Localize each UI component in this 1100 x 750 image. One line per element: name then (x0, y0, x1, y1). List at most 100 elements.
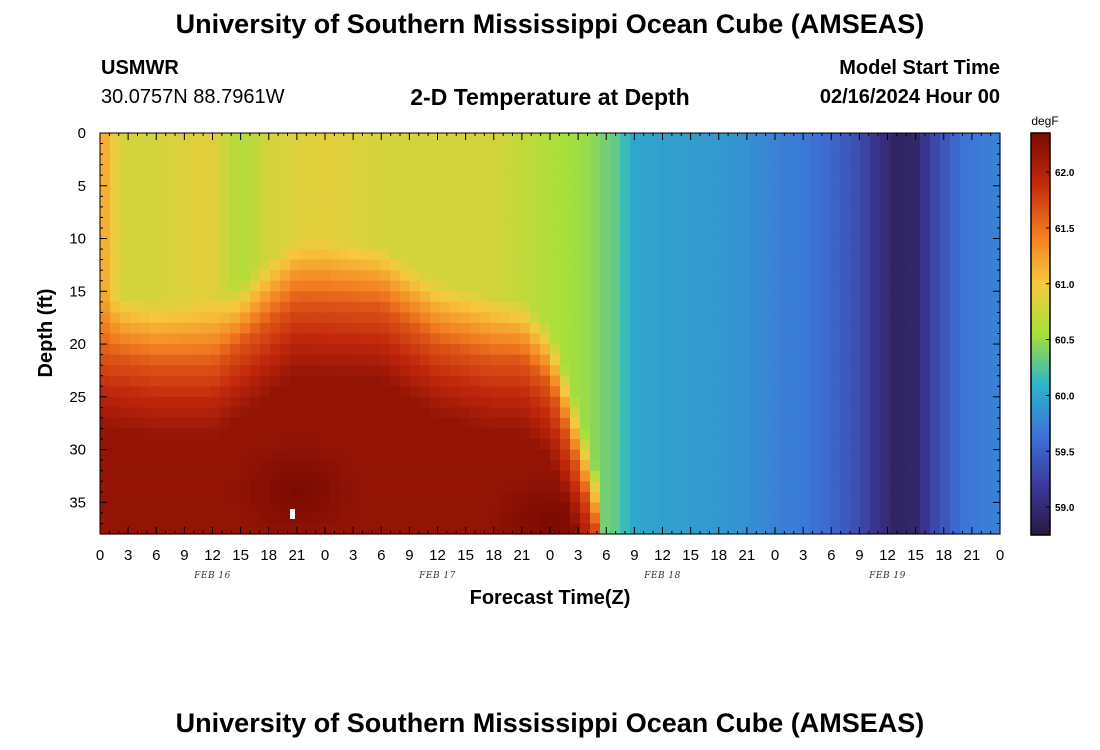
heatmap-cell (140, 491, 151, 503)
heatmap-cell (300, 449, 311, 461)
heatmap-cell (670, 270, 681, 282)
heatmap-cell (210, 439, 221, 451)
heatmap-cell (260, 238, 271, 250)
heatmap-cell (150, 491, 161, 503)
heatmap-cell (440, 280, 451, 292)
heatmap-cell (800, 175, 811, 187)
heatmap-cell (880, 249, 891, 261)
heatmap-cell (220, 175, 231, 187)
heatmap-cell (470, 470, 481, 482)
heatmap-cell (940, 523, 951, 535)
heatmap-cell (130, 417, 141, 430)
heatmap-cell (600, 481, 611, 493)
heatmap-cell (930, 133, 941, 145)
heatmap-cell (490, 460, 501, 472)
heatmap-cell (740, 407, 751, 419)
heatmap-cell (110, 143, 121, 155)
heatmap-cell (980, 396, 991, 408)
heatmap-cell (620, 439, 631, 451)
heatmap-cell (830, 175, 841, 187)
heatmap-cell (960, 396, 971, 408)
heatmap-cell (410, 428, 421, 440)
heatmap-cell (840, 259, 851, 271)
heatmap-cell (840, 301, 851, 313)
heatmap-cell (320, 185, 331, 197)
heatmap-cell (490, 175, 501, 187)
heatmap-cell (470, 344, 481, 356)
heatmap-cell (140, 143, 151, 155)
heatmap-cell (500, 280, 511, 292)
heatmap-cell (810, 481, 821, 493)
heatmap-cell (620, 354, 631, 366)
heatmap-cell (720, 143, 731, 155)
heatmap-cell (800, 365, 811, 377)
heatmap-cell (330, 227, 341, 240)
heatmap-cell (500, 481, 511, 493)
heatmap-cell (830, 344, 841, 356)
heatmap-cell (830, 133, 841, 145)
heatmap-cell (760, 238, 771, 250)
heatmap-cell (730, 375, 741, 387)
heatmap-cell (860, 439, 871, 451)
heatmap-cell (830, 217, 841, 229)
heatmap-cell (210, 270, 221, 282)
heatmap-cell (830, 322, 841, 335)
heatmap-cell (900, 375, 911, 387)
heatmap-cell (160, 407, 171, 419)
heatmap-cell (750, 481, 761, 493)
heatmap-cell (580, 407, 591, 419)
heatmap-cell (790, 460, 801, 472)
heatmap-cell (550, 439, 561, 451)
heatmap-cell (590, 143, 601, 155)
heatmap-cell (460, 217, 471, 229)
heatmap-cell (300, 470, 311, 482)
heatmap-cell (910, 491, 921, 503)
heatmap-cell (680, 322, 691, 335)
heatmap-cell (100, 133, 111, 145)
heatmap-cell (130, 365, 141, 377)
heatmap-cell (640, 386, 651, 398)
heatmap-cell (200, 227, 211, 240)
heatmap-cell (770, 280, 781, 292)
heatmap-cell (310, 196, 321, 208)
heatmap-cell (520, 449, 531, 461)
heatmap-cell (360, 291, 371, 303)
heatmap-cell (760, 481, 771, 493)
heatmap-cell (280, 502, 291, 514)
heatmap-cell (250, 196, 261, 208)
heatmap-cell (200, 344, 211, 356)
heatmap-cell (690, 259, 701, 271)
heatmap-cell (730, 133, 741, 145)
heatmap-cell (350, 164, 361, 176)
heatmap-cell (140, 396, 151, 408)
heatmap-cell (180, 280, 191, 292)
heatmap-cell (430, 502, 441, 514)
heatmap-cell (260, 333, 271, 345)
heatmap-cell (810, 154, 821, 166)
heatmap-cell (980, 365, 991, 377)
heatmap-cell (700, 133, 711, 145)
heatmap-cell (900, 322, 911, 335)
heatmap-cell (340, 333, 351, 345)
heatmap-cell (940, 185, 951, 197)
heatmap-cell (460, 386, 471, 398)
heatmap-cell (940, 407, 951, 419)
heatmap-cell (630, 333, 641, 345)
heatmap-cell (550, 375, 561, 387)
heatmap-cell (560, 238, 571, 250)
heatmap-cell (340, 238, 351, 250)
heatmap-cell (180, 238, 191, 250)
heatmap-cell (850, 407, 861, 419)
heatmap-cell (870, 333, 881, 345)
heatmap-cell (870, 270, 881, 282)
heatmap-cell (740, 249, 751, 261)
heatmap-cell (580, 344, 591, 356)
heatmap-cell (250, 206, 261, 219)
heatmap-cell (570, 217, 581, 229)
heatmap-cell (880, 227, 891, 240)
heatmap-cell (550, 185, 561, 197)
heatmap-cell (500, 375, 511, 387)
heatmap-cell (130, 154, 141, 166)
heatmap-cell (520, 238, 531, 250)
heatmap-cell (110, 449, 121, 461)
